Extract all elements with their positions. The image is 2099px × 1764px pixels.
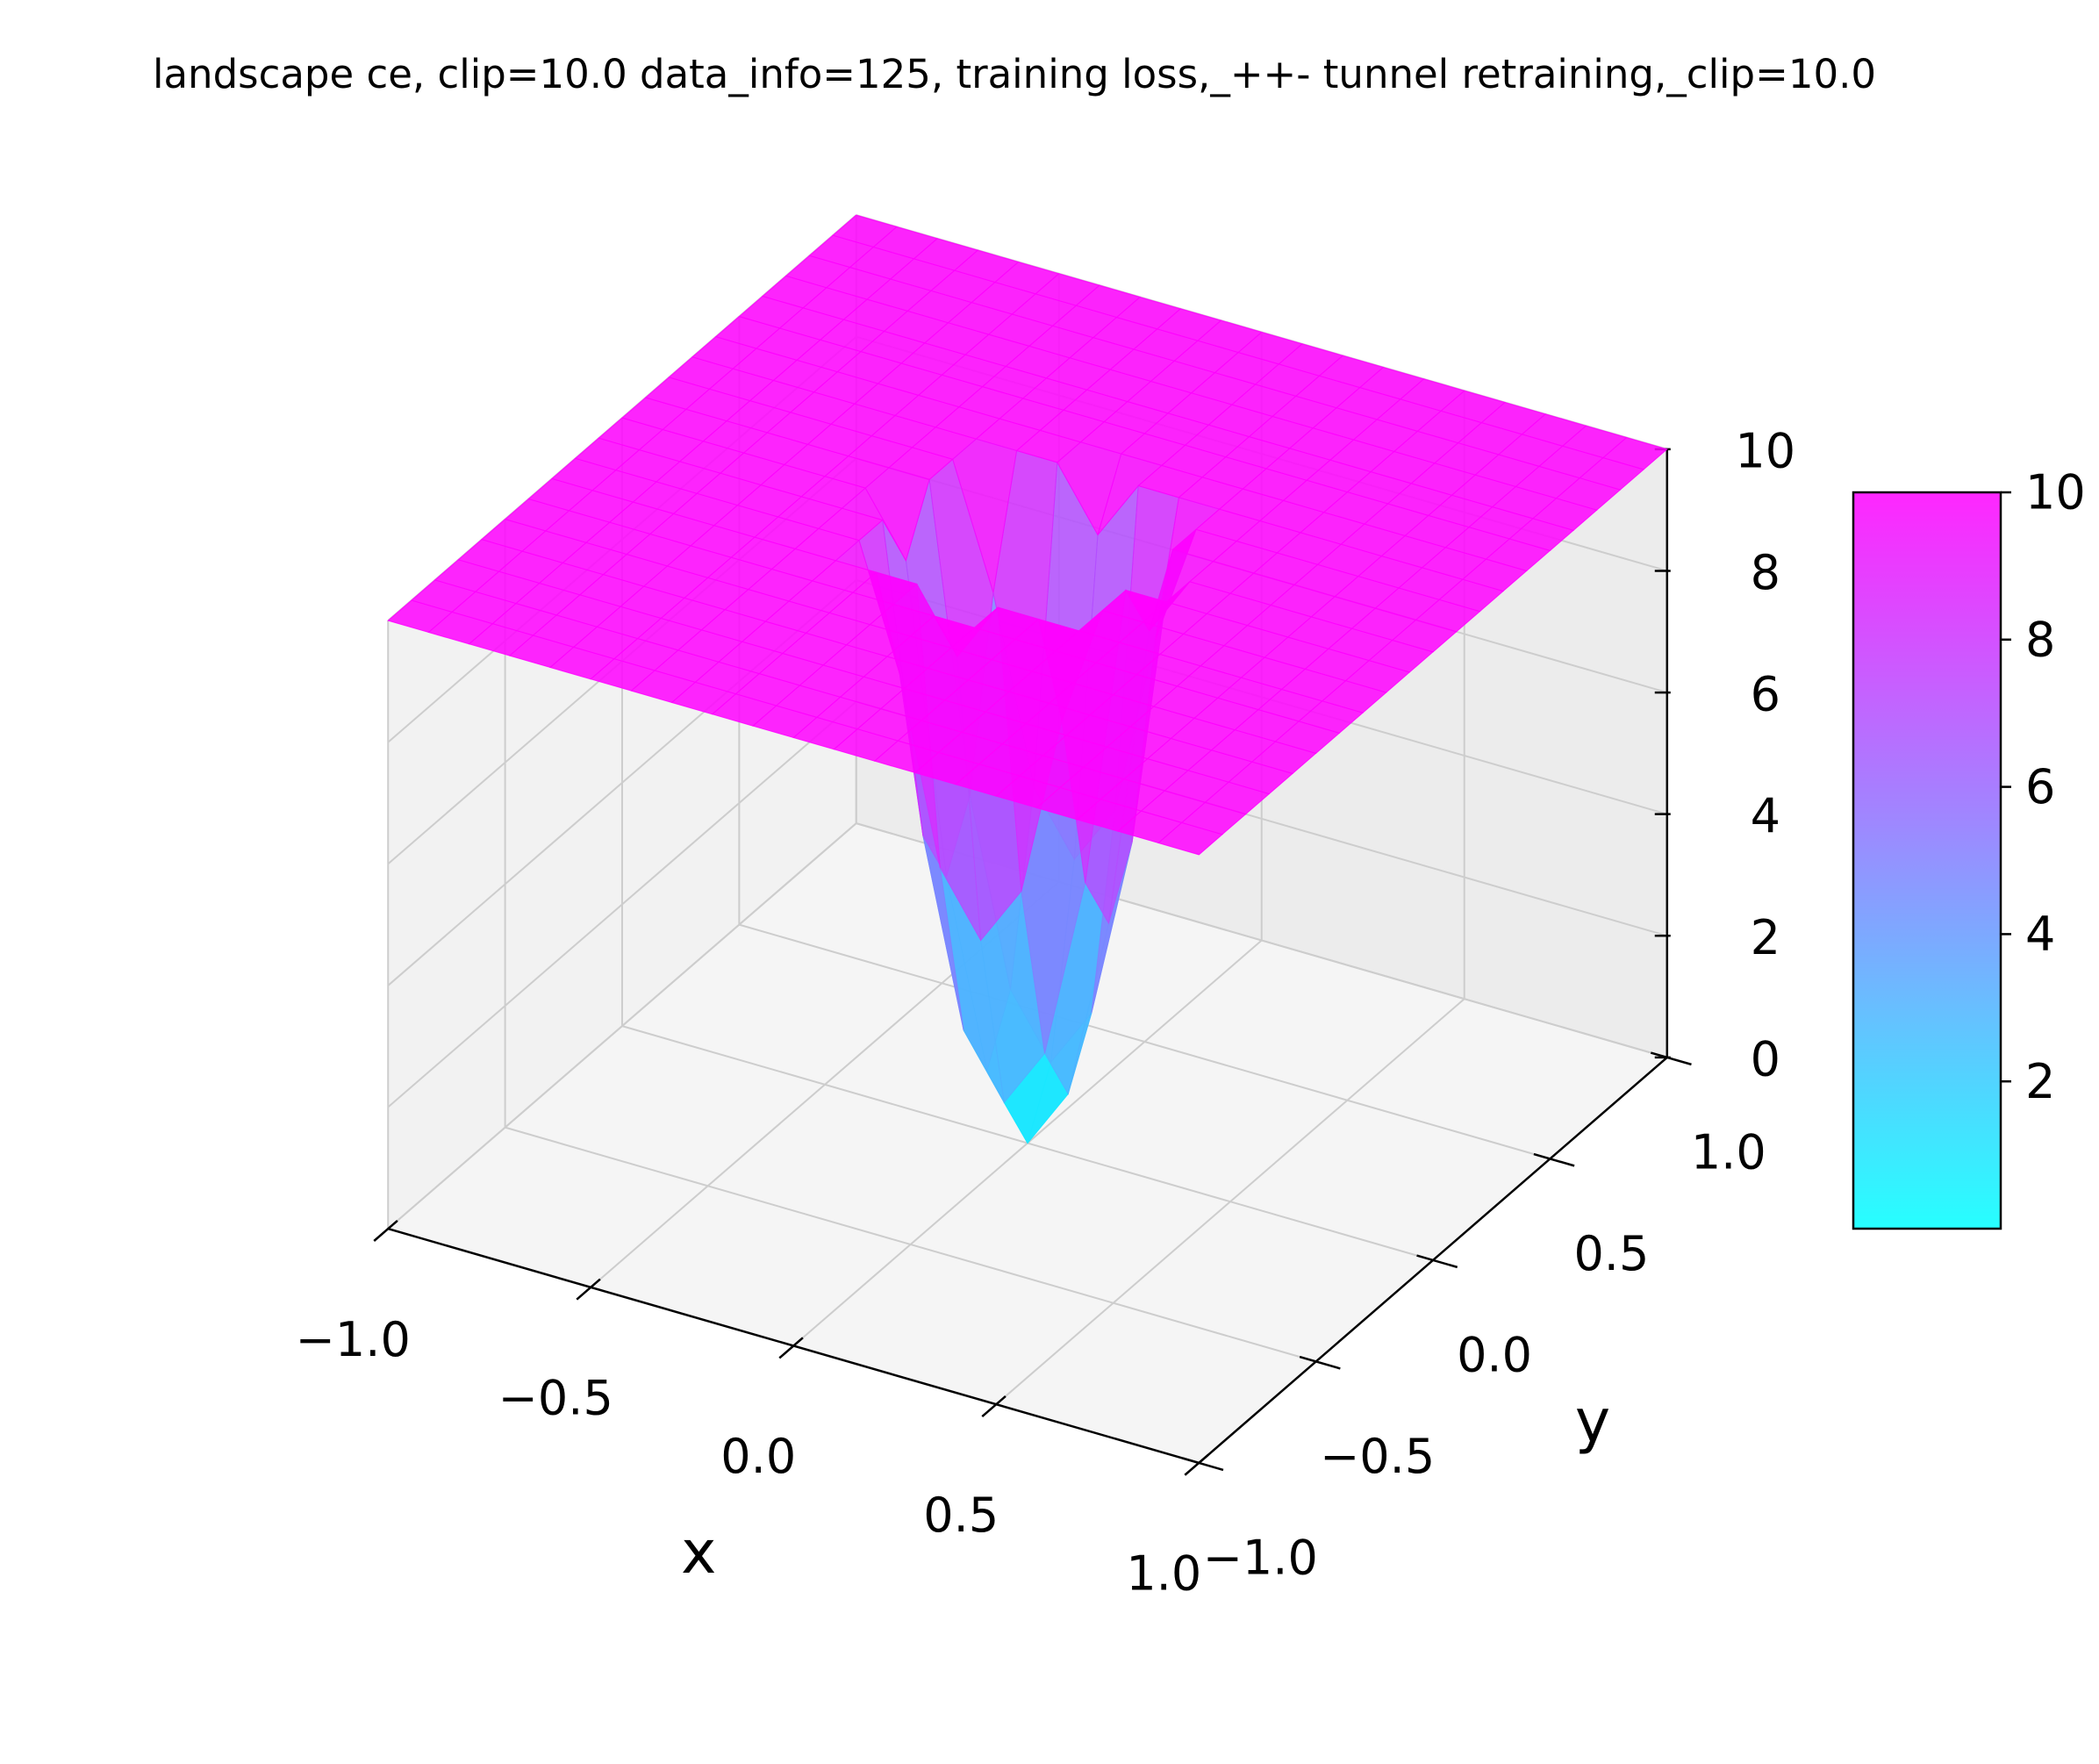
y-tick (1416, 1254, 1458, 1269)
x-tick (981, 1395, 1007, 1418)
z-tick-label: 10 (1735, 424, 1795, 479)
grid-line (387, 822, 857, 1230)
y-tick-label: 1.0 (1691, 1125, 1766, 1180)
surface (387, 214, 1668, 1144)
x-tick (1184, 1453, 1209, 1476)
y-tick (1650, 1051, 1692, 1066)
colorbar-tick-label: 10 (2025, 465, 2086, 520)
chart-title: landscape ce, clip=10.0 data_info=125, t… (153, 51, 1876, 97)
z-tick-label: 8 (1751, 545, 1780, 600)
x-axis-label: x (681, 1518, 716, 1588)
y-tick-label: 0.5 (1573, 1226, 1649, 1281)
z-tick-label: 2 (1751, 910, 1780, 965)
y-tick-label: −0.5 (1320, 1429, 1435, 1484)
y-axis-label: y (1575, 1387, 1610, 1456)
x-tick (576, 1278, 601, 1301)
colorbar-tick-label: 8 (2025, 612, 2055, 667)
colorbar-tick-label: 6 (2025, 759, 2055, 814)
y-tick-label: −1.0 (1203, 1531, 1318, 1586)
x-tick (778, 1337, 804, 1359)
colorbar-tick-label: 4 (2025, 907, 2055, 962)
colorbar (1852, 491, 2002, 1230)
z-tick-label: 4 (1751, 788, 1780, 843)
y-tick (1533, 1152, 1575, 1167)
surface-face (1157, 821, 1223, 856)
grid-line (387, 700, 857, 1108)
x-tick-label: −0.5 (498, 1370, 613, 1425)
y-tick-label: 0.0 (1457, 1328, 1532, 1383)
x-tick (373, 1219, 398, 1242)
colorbar-tick-label: 2 (2025, 1054, 2055, 1109)
y-tick (1182, 1457, 1224, 1472)
x-tick-label: 0.5 (923, 1488, 999, 1543)
x-tick-label: −1.0 (296, 1312, 411, 1367)
grid-line (505, 1126, 1316, 1363)
grid-line (739, 923, 1551, 1160)
z-tick-label: 0 (1751, 1032, 1780, 1087)
x-tick-label: 1.0 (1126, 1546, 1201, 1602)
y-tick (1299, 1355, 1341, 1370)
z-tick-label: 6 (1751, 667, 1780, 722)
x-tick-label: 0.0 (720, 1429, 796, 1484)
